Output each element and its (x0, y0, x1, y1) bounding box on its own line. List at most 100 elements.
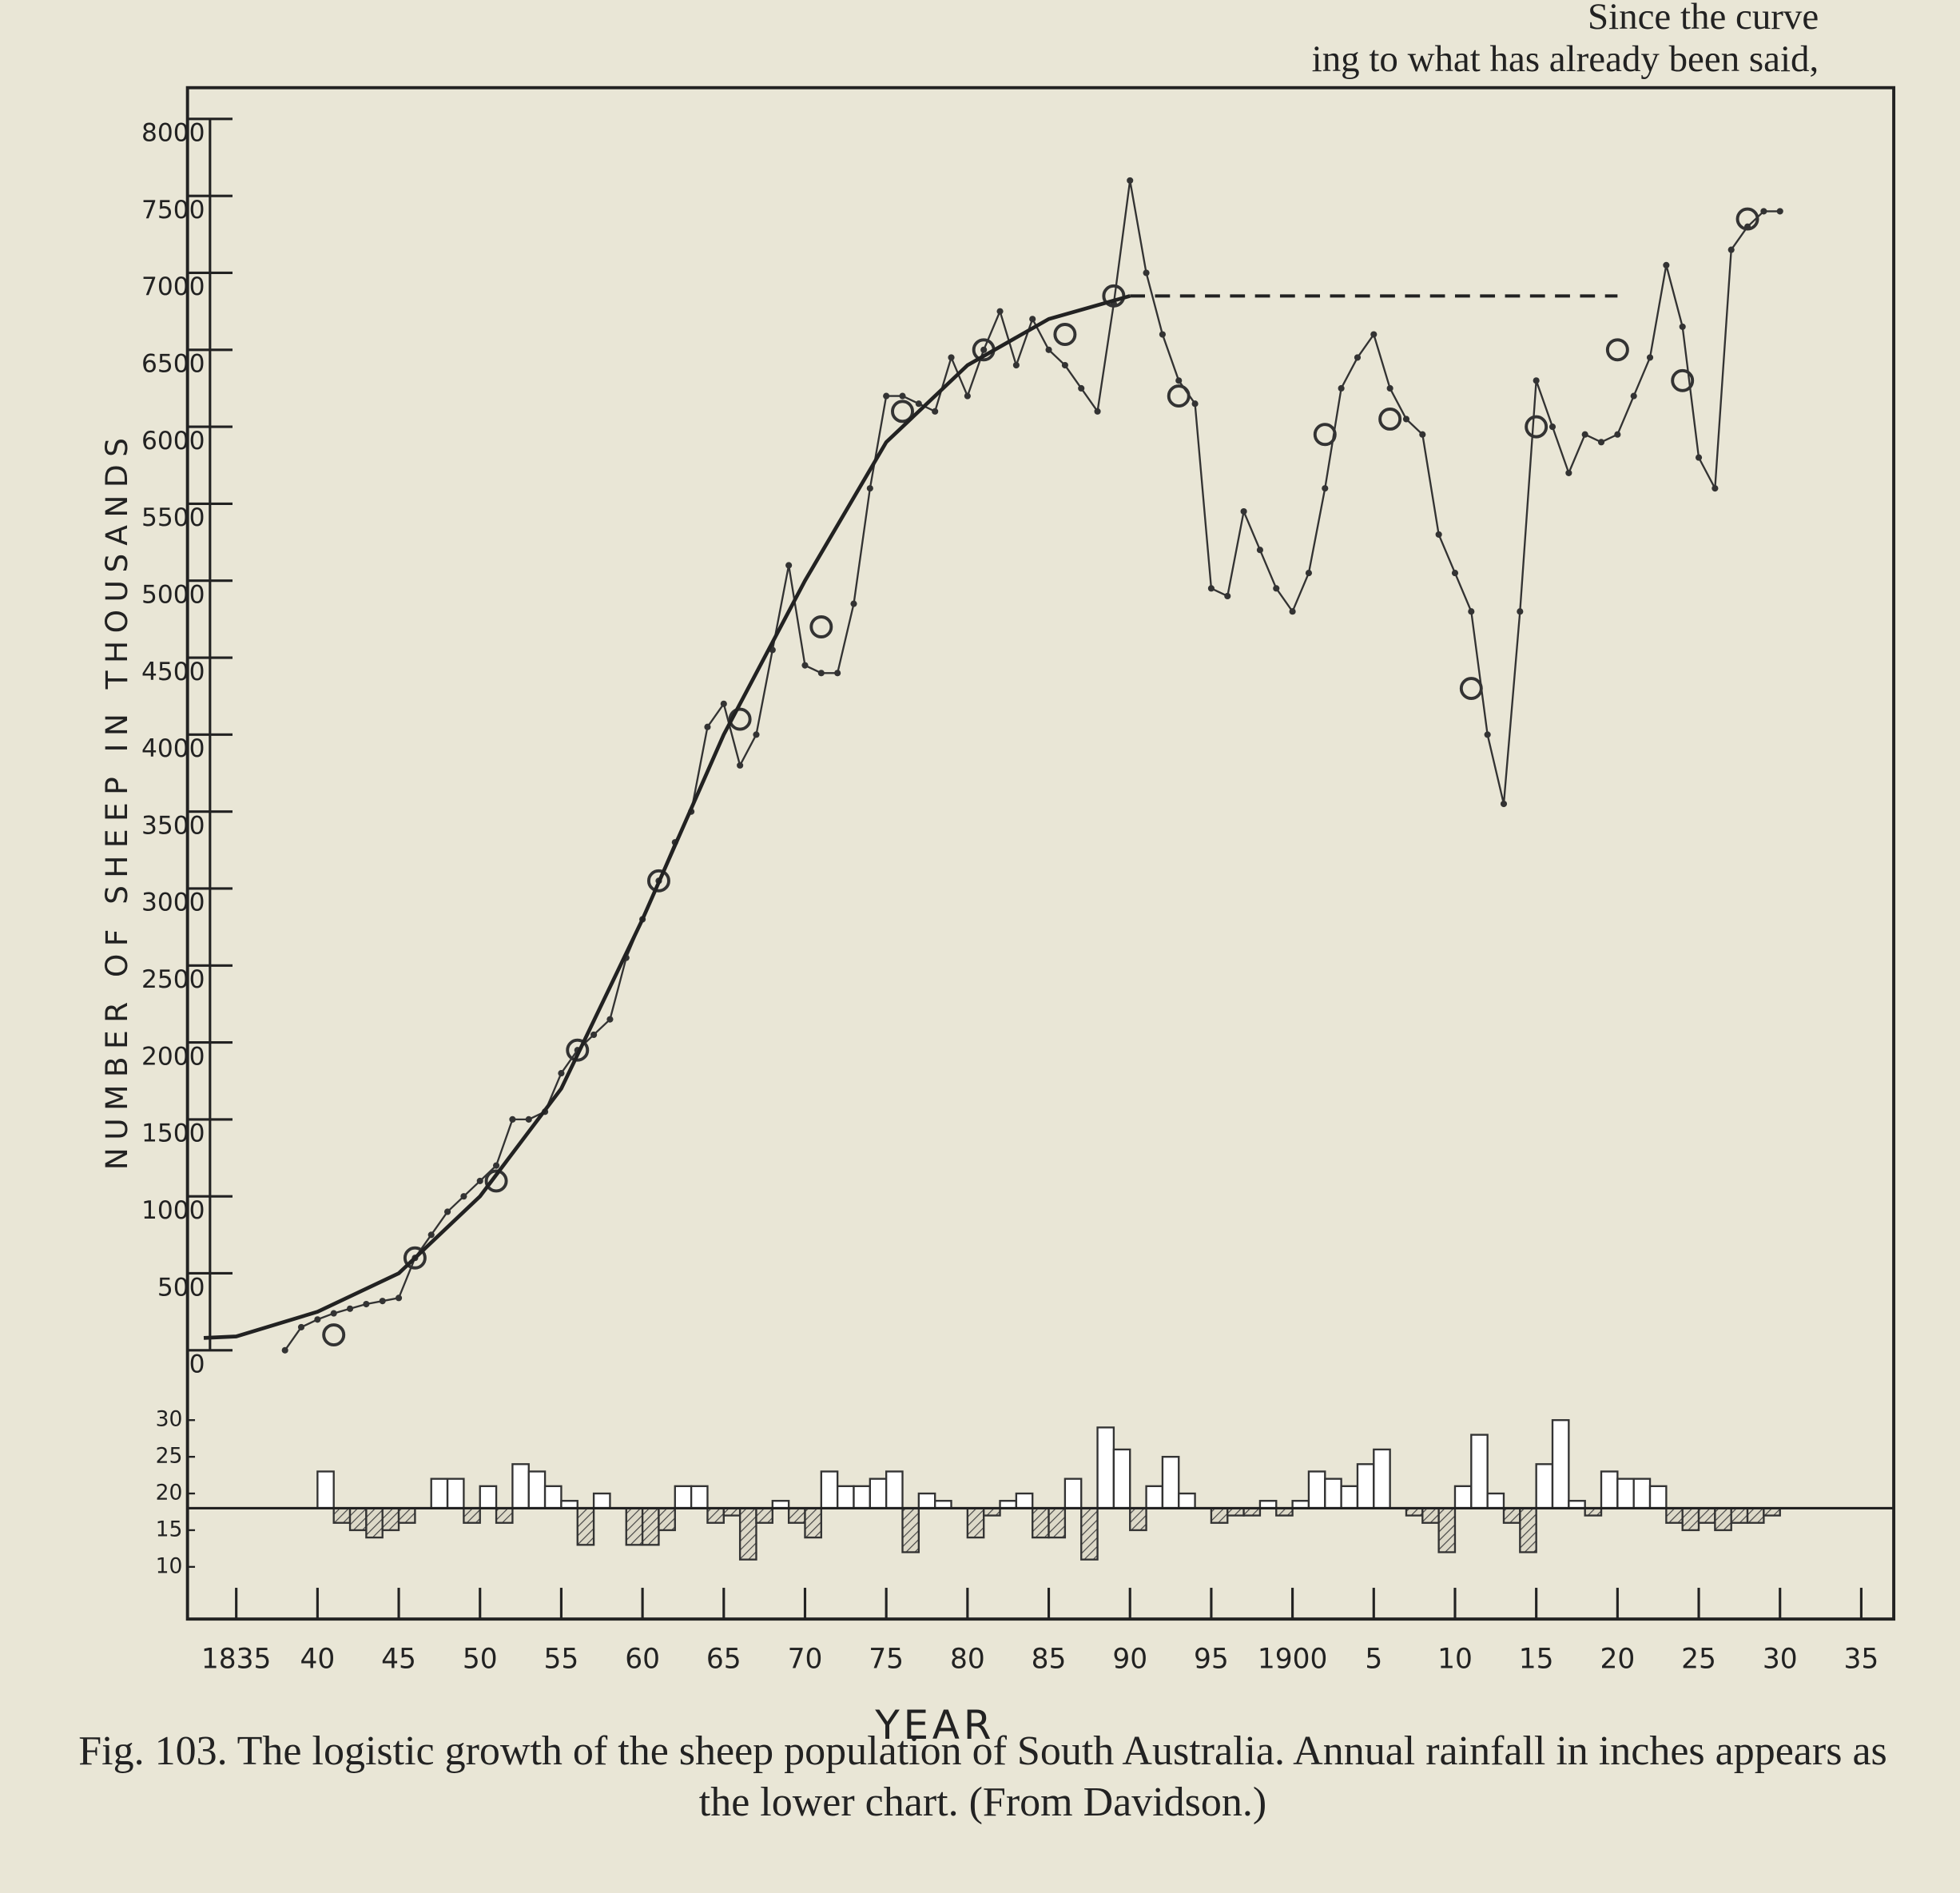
rainfall-bar (348, 1507, 368, 1532)
annual-point (866, 485, 873, 492)
annual-point (1451, 570, 1459, 577)
annual-point (1273, 585, 1280, 592)
rainfall-bar (1486, 1492, 1505, 1509)
x-tick-label: 75 (869, 1643, 904, 1675)
rainfall-bar (674, 1485, 693, 1509)
annual-point (1127, 177, 1134, 184)
y-tick-label: 8000 (141, 119, 205, 148)
rainfall-bar (495, 1507, 514, 1524)
y-tick-label: 7000 (141, 272, 205, 301)
rainfall-bar (625, 1507, 644, 1546)
annual-point (737, 762, 744, 769)
y-tick-label: 4000 (141, 734, 205, 763)
x-tick-label: 15 (1519, 1643, 1554, 1675)
annual-point (1094, 408, 1101, 415)
annual-point (948, 354, 955, 361)
rainfall-bar (1697, 1507, 1716, 1524)
rainfall-bar (430, 1477, 449, 1509)
average-marker (1671, 368, 1695, 392)
x-tick-label: 10 (1437, 1643, 1473, 1675)
header-line: Since the curve (1588, 0, 1819, 38)
average-marker (484, 1169, 508, 1193)
rainfall-bar (1356, 1463, 1375, 1509)
annual-point (1646, 354, 1654, 361)
x-tick-label: 70 (788, 1643, 823, 1675)
header-line: ing to what has already been said, (1312, 38, 1819, 80)
annual-point (346, 1305, 354, 1312)
y-tick-label: 6000 (141, 427, 205, 455)
y-tick-label: 1000 (141, 1196, 205, 1225)
rainfall-bar (1421, 1507, 1440, 1524)
rainfall-bar (1080, 1507, 1099, 1561)
x-tick-label: 1835 (201, 1643, 272, 1675)
annual-point (1695, 454, 1703, 461)
annual-point (314, 1316, 321, 1323)
y-tick-label: 15 (156, 1517, 183, 1541)
annual-point (330, 1310, 337, 1317)
y-tick-label: 2000 (141, 1042, 205, 1071)
y-axis-title: NUMBER OF SHEEP IN THOUSANDS (99, 431, 134, 1171)
plot-frame (185, 86, 1896, 1621)
annual-point (1581, 431, 1588, 438)
y-tick-label: 10 (156, 1553, 183, 1578)
annual-point (1468, 608, 1475, 615)
rainfall-bar (1161, 1455, 1180, 1509)
average-marker (891, 400, 914, 424)
annual-point (1191, 400, 1199, 408)
x-tick-label: 1900 (1258, 1643, 1328, 1675)
rainfall-bar (1210, 1507, 1229, 1524)
rainfall-bar (365, 1507, 384, 1539)
average-marker (646, 869, 670, 893)
annual-point (850, 600, 857, 607)
average-marker (1313, 423, 1337, 447)
x-tick-label: 20 (1600, 1643, 1635, 1675)
annual-point (1061, 361, 1068, 369)
annual-point (395, 1294, 403, 1302)
average-marker (403, 1246, 427, 1270)
annual-point (1565, 469, 1572, 476)
annual-point (1289, 608, 1296, 615)
rainfall-bar (1681, 1507, 1700, 1532)
rainfall-bar (804, 1507, 822, 1539)
annual-point (1370, 331, 1378, 338)
annual-point (1679, 323, 1686, 330)
annual-point (363, 1300, 370, 1308)
x-tick-label: 45 (381, 1643, 416, 1675)
rainfall-bar (1324, 1477, 1342, 1509)
rainfall-bar (397, 1507, 416, 1524)
rainfall-bar (1112, 1448, 1131, 1509)
rainfall-bar (446, 1477, 465, 1509)
rainfall-bar (885, 1470, 904, 1509)
rainfall-bar (316, 1470, 335, 1509)
rainfall-bar (820, 1470, 839, 1509)
annual-point (801, 662, 809, 669)
annual-point (297, 1323, 305, 1330)
annual-point (1549, 424, 1556, 431)
rainfall-bar (901, 1507, 920, 1553)
rainfall-bar (1665, 1507, 1684, 1524)
average-marker (1459, 677, 1483, 701)
annual-point (1045, 346, 1052, 353)
annual-point (883, 392, 890, 400)
rainfall-bar (1048, 1507, 1067, 1539)
rainfall-bar (1730, 1507, 1749, 1524)
rainfall-bar (738, 1507, 757, 1561)
rainfall-bar (479, 1485, 498, 1509)
rainfall-bar (917, 1492, 936, 1509)
x-tick-label: 55 (544, 1643, 579, 1675)
annual-point (1305, 570, 1313, 577)
annual-point (1207, 585, 1215, 592)
annual-point (817, 670, 825, 677)
x-axis-title: YEAR (874, 1702, 995, 1748)
x-tick-label: 35 (1844, 1643, 1879, 1675)
rainfall-bar (1519, 1507, 1537, 1553)
annual-point (1322, 485, 1329, 492)
annual-point (1776, 208, 1783, 215)
y-tick-label: 5500 (141, 503, 205, 532)
annual-point (476, 1177, 483, 1184)
annual-point (379, 1298, 386, 1305)
rainfall-bar (836, 1485, 855, 1509)
annual-point (980, 346, 988, 353)
annual-point (996, 308, 1004, 315)
